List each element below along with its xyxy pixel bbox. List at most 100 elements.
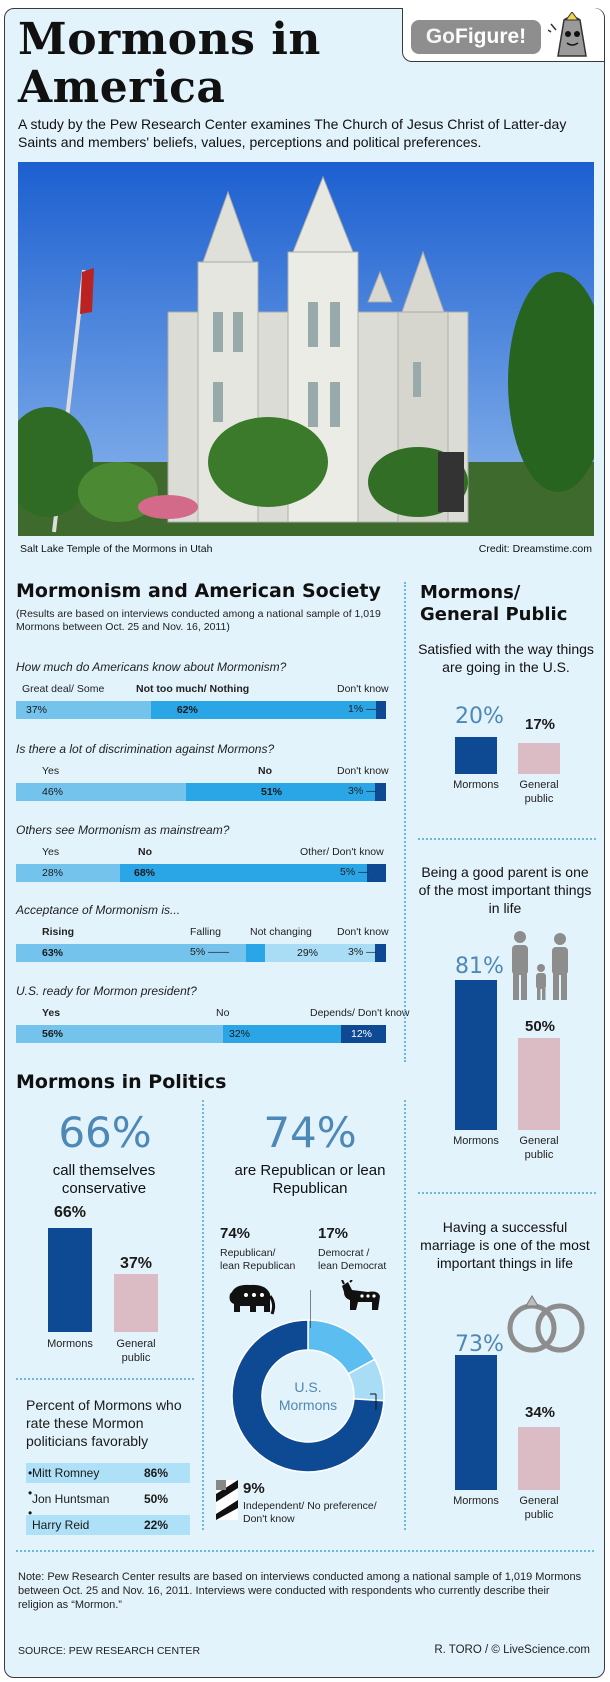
question-knowledge: How much do Americans know about Mormoni… bbox=[16, 660, 287, 674]
photo-caption: Salt Lake Temple of the Mormons in Utah bbox=[20, 543, 213, 555]
bar-discrimination: 46% 51% bbox=[16, 783, 386, 801]
label-other: Other/ Don't know bbox=[300, 846, 384, 858]
question-mainstream: Others see Mormonism as mainstream? bbox=[16, 823, 230, 837]
favor-title: Percent of Mormons who rate these Mormon… bbox=[26, 1397, 182, 1449]
dem-label: Democrat / lean Democrat bbox=[318, 1247, 387, 1272]
photo-credit: Credit: Dreamstime.com bbox=[478, 543, 592, 555]
marriage-public-pct: 34% bbox=[524, 1404, 556, 1421]
label-rising: Rising bbox=[42, 926, 75, 938]
bar-segment bbox=[367, 864, 386, 882]
satisfied-public-pct: 17% bbox=[524, 716, 556, 733]
data-label-5pct: 5% —— bbox=[190, 946, 230, 958]
label-falling: Falling bbox=[190, 926, 221, 938]
bar-marriage-public bbox=[518, 1427, 560, 1490]
label-no: No bbox=[216, 1007, 230, 1019]
bar-segment: 28% bbox=[16, 864, 120, 882]
bar-segment: 62% bbox=[150, 701, 376, 719]
donut-center-label: Mormons bbox=[279, 1397, 337, 1413]
society-note: (Results are based on interviews conduct… bbox=[16, 608, 381, 633]
bar-segment bbox=[375, 944, 386, 962]
politician-row: Jon Huntsman 50% bbox=[32, 1492, 169, 1506]
bar-conservative-public bbox=[114, 1273, 158, 1332]
bar-satisfied-mormons bbox=[455, 737, 497, 774]
republican-text: are Republican or lean Republican bbox=[234, 1162, 386, 1197]
label-general-public: General public bbox=[116, 1338, 156, 1364]
temple-photo bbox=[18, 162, 594, 536]
parent-mormons-pct: 81% bbox=[455, 954, 504, 979]
question-discrimination: Is there a lot of discrimination against… bbox=[16, 742, 275, 756]
bar-parent-mormons bbox=[455, 980, 497, 1130]
family-icon bbox=[512, 931, 568, 1000]
label-no: No bbox=[258, 765, 272, 777]
go-figure-badge: GoFigure! bbox=[402, 8, 604, 62]
conservative-mormons-pct: 66% bbox=[53, 1204, 87, 1221]
parent-title: Being a good parent is one of the most i… bbox=[418, 864, 592, 916]
politics-heading: Mormons in Politics bbox=[16, 1071, 227, 1093]
label-general-public: General public bbox=[519, 779, 559, 805]
bar-segment: 68% bbox=[120, 864, 367, 882]
label-dont-know: Don't know bbox=[337, 765, 389, 777]
bar-segment: 12% bbox=[341, 1025, 386, 1043]
bar-segment bbox=[375, 783, 386, 801]
divider bbox=[418, 1192, 596, 1194]
page-title: Mormons in America bbox=[18, 14, 321, 113]
label-dont-know: Don't know bbox=[337, 926, 389, 938]
bar-segment bbox=[246, 944, 265, 962]
label-mormons: Mormons bbox=[453, 1135, 499, 1147]
general-public-heading: Mormons/ General Public bbox=[420, 582, 568, 625]
divider bbox=[16, 1550, 594, 1552]
divider bbox=[404, 582, 406, 1062]
bar-segment: 46% bbox=[16, 783, 186, 801]
ind-pct: 9% bbox=[243, 1480, 265, 1497]
bar-segment bbox=[376, 701, 386, 719]
bar-marriage-mormons bbox=[455, 1354, 497, 1490]
label-mormons: Mormons bbox=[453, 1495, 499, 1507]
rep-pct: 74% bbox=[220, 1225, 251, 1242]
source-line: SOURCE: PEW RESEARCH CENTER bbox=[18, 1645, 201, 1657]
label-yes: Yes bbox=[42, 846, 60, 858]
ind-label: Independent/ No preference/Don't know bbox=[243, 1500, 377, 1525]
satisfied-title: Satisfied with the way things are going … bbox=[418, 641, 594, 675]
politician-row: Mitt Romney 86% bbox=[26, 1463, 190, 1483]
data-label-3pct: 3% — bbox=[348, 785, 377, 797]
divider bbox=[418, 838, 596, 840]
leader-lines bbox=[310, 1290, 377, 1410]
rings-icon bbox=[507, 1295, 585, 1353]
question-president: U.S. ready for Mormon president? bbox=[16, 984, 197, 998]
data-label-3pct: 3% — bbox=[348, 946, 377, 958]
label-dont-know: Don't know bbox=[337, 683, 389, 695]
politician-row: Harry Reid 22% bbox=[26, 1515, 190, 1535]
elephant-icon bbox=[229, 1284, 276, 1315]
label-general-public: General public bbox=[519, 1495, 559, 1521]
conservative-text: call themselves conservative bbox=[52, 1162, 156, 1197]
bar-mainstream: 28% 68% bbox=[16, 864, 386, 882]
label-yes: Yes bbox=[42, 1007, 61, 1019]
intro-text: A study by the Pew Research Center exami… bbox=[18, 116, 567, 150]
label-no: No bbox=[138, 846, 152, 858]
society-heading: Mormonism and American Society bbox=[16, 580, 381, 602]
label-depends: Depends/ Don't know bbox=[310, 1007, 410, 1019]
label-mormons: Mormons bbox=[453, 779, 499, 791]
donut-center-label: U.S. bbox=[294, 1379, 321, 1395]
data-label-1pct: 1% — bbox=[348, 703, 377, 715]
label-not-too-much: Not too much/ Nothing bbox=[136, 683, 250, 695]
conservative-big-pct: 66% bbox=[58, 1108, 152, 1157]
go-figure-logo: GoFigure! bbox=[411, 20, 541, 54]
bar-acceptance: 63% 29% bbox=[16, 944, 386, 962]
label-general-public: General public bbox=[519, 1135, 559, 1161]
parent-public-pct: 50% bbox=[524, 1018, 556, 1035]
pencil-icon bbox=[548, 12, 587, 57]
republican-big-pct: 74% bbox=[263, 1108, 357, 1157]
rep-label: Republican/lean Republican bbox=[220, 1247, 296, 1272]
dem-pct: 17% bbox=[318, 1225, 349, 1242]
bar-segment: 37% bbox=[16, 701, 151, 719]
bar-segment: 63% bbox=[16, 944, 246, 962]
bar-parent-public bbox=[518, 1037, 560, 1130]
marriage-mormons-pct: 73% bbox=[455, 1332, 504, 1357]
divider bbox=[404, 1100, 406, 1530]
bar-satisfied-public bbox=[518, 742, 560, 774]
question-acceptance: Acceptance of Mormonism is... bbox=[16, 903, 181, 917]
bar-knowledge: 37% 62% bbox=[16, 701, 386, 719]
bar-segment: 32% bbox=[223, 1025, 341, 1043]
divider bbox=[202, 1100, 204, 1530]
